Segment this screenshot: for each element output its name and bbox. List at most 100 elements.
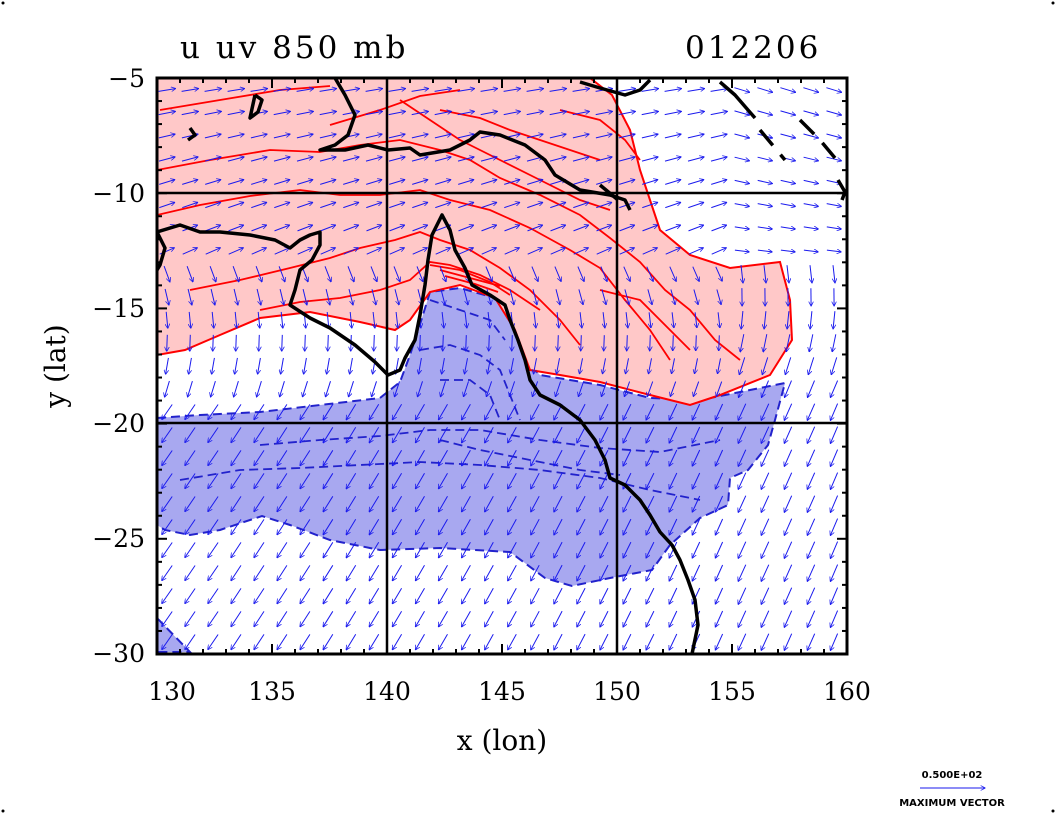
wind-vector <box>577 564 586 581</box>
wind-vector <box>687 134 704 139</box>
wind-vector <box>687 111 705 116</box>
wind-vector <box>532 289 537 304</box>
wind-vector <box>208 542 219 558</box>
wind-vector <box>710 89 728 92</box>
wind-vector <box>319 89 337 92</box>
wind-vector <box>439 266 446 281</box>
wind-vector <box>439 633 448 650</box>
wind-vector <box>442 312 444 328</box>
wind-vector <box>323 611 334 626</box>
wind-vector <box>279 288 284 305</box>
y-tick-label: −30 <box>92 639 145 668</box>
wind-vector <box>626 358 629 373</box>
wind-vector <box>807 541 816 559</box>
wind-vector <box>441 381 446 396</box>
wind-vector <box>274 225 290 232</box>
wind-vector <box>389 202 404 209</box>
wind-vector <box>231 519 242 534</box>
wind-vector <box>488 358 491 374</box>
wind-vector <box>650 335 651 351</box>
wind-vector <box>162 519 173 535</box>
wind-vector <box>595 157 612 162</box>
wind-vector <box>784 403 793 421</box>
wind-vector <box>300 473 311 488</box>
wind-vector <box>388 134 405 139</box>
wind-vector <box>623 518 632 535</box>
wind-vector <box>826 133 842 138</box>
wind-vector <box>734 227 749 229</box>
wind-vector <box>512 335 513 351</box>
wind-vector <box>738 403 747 421</box>
wind-vector <box>572 111 590 116</box>
wind-vector <box>185 542 196 558</box>
wind-vector <box>830 449 839 467</box>
wind-vector <box>807 495 816 513</box>
wind-vector <box>665 202 680 209</box>
wind-vector <box>464 381 469 396</box>
wind-vector <box>416 496 425 511</box>
wind-vector <box>228 248 244 255</box>
wind-vector <box>603 358 606 373</box>
wind-vector <box>466 335 467 351</box>
wind-vector <box>392 588 403 603</box>
wind-vector <box>435 202 450 209</box>
wind-vector <box>646 426 655 443</box>
wind-vector <box>185 588 196 604</box>
wind-vector <box>190 334 191 351</box>
wind-vector <box>250 134 267 139</box>
wind-vector <box>580 312 582 328</box>
wind-vector <box>462 587 471 604</box>
wind-vector <box>581 335 582 351</box>
wind-vector <box>509 289 514 304</box>
wind-vector <box>366 180 382 185</box>
wind-vector <box>212 357 215 374</box>
wind-vector <box>343 225 359 232</box>
wind-vector <box>577 633 586 650</box>
wind-vector <box>508 449 517 466</box>
wind-vector <box>277 611 288 626</box>
wind-vector <box>369 427 380 442</box>
wind-vector <box>485 541 494 558</box>
wind-vector <box>670 381 677 397</box>
wind-vector <box>830 495 839 513</box>
wind-vector <box>369 565 380 580</box>
wind-vector <box>167 334 168 351</box>
wind-vector <box>209 266 216 282</box>
wind-vector <box>251 180 267 185</box>
wind-vector <box>577 541 586 558</box>
wind-vector <box>531 518 540 535</box>
wind-vector <box>734 133 750 138</box>
wind-vector <box>577 587 586 604</box>
wind-vector <box>416 588 425 603</box>
wind-vector <box>481 225 497 232</box>
wind-vector <box>647 381 654 397</box>
wind-vector <box>369 634 380 649</box>
wind-vector <box>715 495 724 512</box>
wind-vector <box>346 519 357 534</box>
wind-vector <box>809 334 814 351</box>
wind-vector <box>282 334 283 351</box>
wind-vector <box>208 588 219 604</box>
wind-vector <box>442 358 445 374</box>
wind-vector <box>388 111 406 116</box>
wind-vector <box>365 134 382 139</box>
wind-vector <box>554 587 563 604</box>
wind-vector <box>342 157 359 162</box>
wind-vector <box>803 179 819 183</box>
wind-vector <box>647 289 652 304</box>
wind-vector <box>623 426 632 443</box>
wind-vector <box>164 288 169 305</box>
wind-vector <box>251 225 267 232</box>
wind-vector <box>395 381 400 396</box>
wind-vector <box>549 89 567 92</box>
wind-vector <box>325 288 330 305</box>
wind-vector <box>277 565 288 580</box>
wind-vector <box>189 357 192 374</box>
wind-vector <box>646 633 655 650</box>
wind-vector <box>251 202 266 209</box>
wind-vector <box>350 358 353 374</box>
wind-vector <box>669 495 678 512</box>
wind-vector <box>803 156 819 161</box>
wind-vector <box>738 495 747 513</box>
wind-vector <box>411 134 428 139</box>
